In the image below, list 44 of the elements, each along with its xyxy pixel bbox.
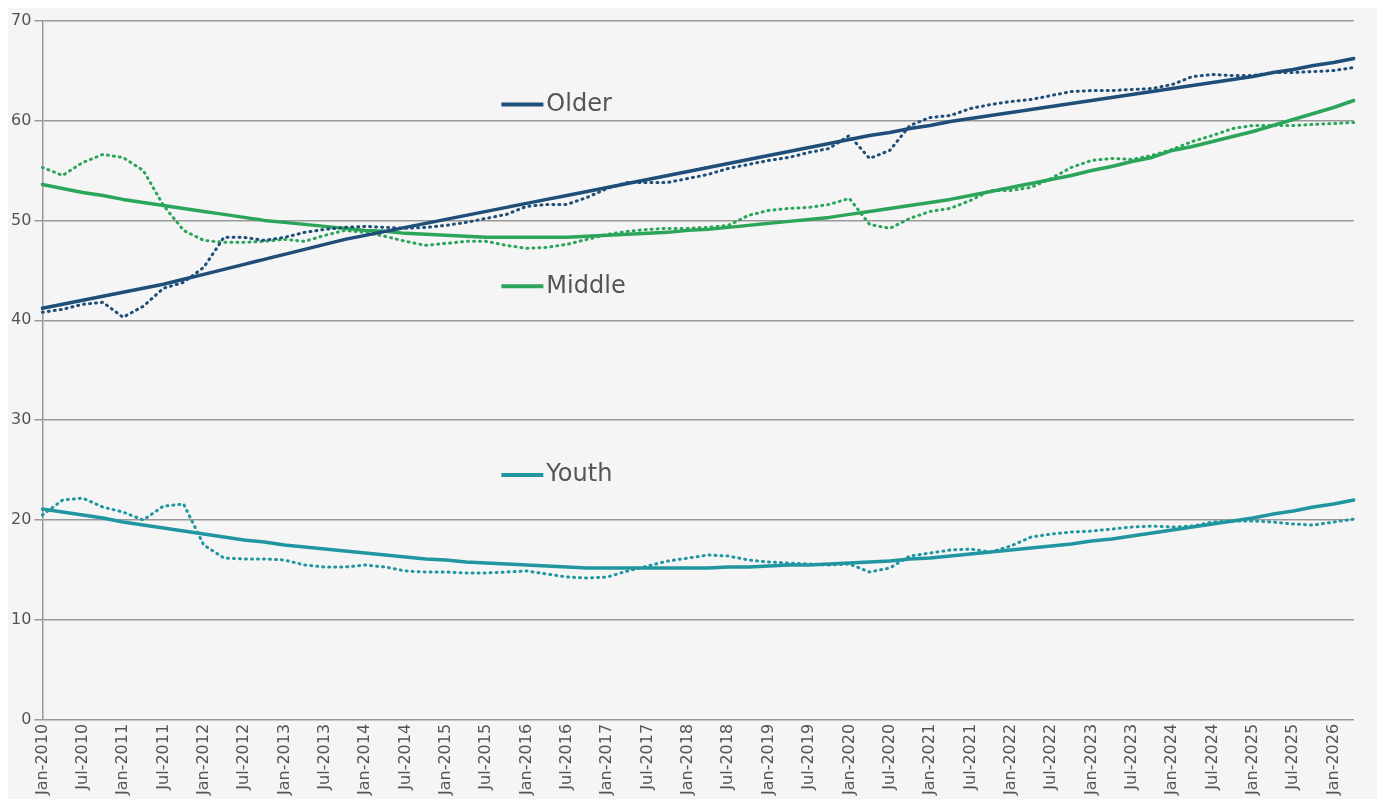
x-tick-label: Jan-2011 <box>112 723 132 796</box>
x-tick-label: Jul-2020 <box>878 723 898 791</box>
x-tick-label: Jul-2024 <box>1201 723 1221 791</box>
x-tick-label: Jul-2016 <box>556 723 576 791</box>
x-tick-label: Jan-2020 <box>838 723 858 796</box>
x-tick-label: Jan-2014 <box>354 723 374 796</box>
y-tick-label: 60 <box>11 109 32 129</box>
x-tick-label: Jan-2023 <box>1080 723 1100 796</box>
y-tick-label: 40 <box>11 309 32 329</box>
x-tick-label: Jan-2025 <box>1242 723 1262 796</box>
x-tick-label: Jan-2015 <box>435 723 455 796</box>
y-tick-label: 0 <box>21 709 32 728</box>
x-tick-label: Jan-2012 <box>192 723 212 796</box>
x-tick-label: Jan-2013 <box>273 723 293 796</box>
x-tick-label: Jul-2013 <box>313 723 333 791</box>
x-tick-label: Jul-2025 <box>1282 723 1302 791</box>
x-tick-label: Jan-2022 <box>999 723 1019 796</box>
x-tick-label: Jan-2018 <box>677 723 697 796</box>
x-tick-label: Jul-2019 <box>798 723 818 791</box>
y-tick-label: 30 <box>11 409 32 429</box>
legend-label: Youth <box>545 459 613 488</box>
x-tick-label: Jan-2019 <box>757 723 777 796</box>
x-tick-label: Jul-2012 <box>233 723 253 791</box>
x-tick-label: Jan-2024 <box>1161 723 1181 796</box>
x-tick-label: Jan-2017 <box>596 723 616 796</box>
x-tick-label: Jul-2015 <box>475 723 495 791</box>
x-tick-label: Jul-2021 <box>959 723 979 791</box>
x-tick-label: Jul-2022 <box>1040 723 1060 791</box>
x-tick-label: Jan-2010 <box>31 723 51 796</box>
x-tick-label: Jan-2021 <box>919 723 939 796</box>
y-tick-label: 10 <box>11 609 32 629</box>
x-tick-label: Jul-2017 <box>636 723 656 791</box>
x-tick-label: Jul-2014 <box>394 723 414 791</box>
x-tick-label: Jan-2016 <box>515 723 535 796</box>
x-tick-label: Jul-2011 <box>152 723 172 791</box>
legend-label: Middle <box>546 270 626 299</box>
x-tick-label: Jan-2026 <box>1322 723 1342 796</box>
y-tick-label: 70 <box>11 9 32 29</box>
x-tick-label: Jul-2018 <box>717 723 737 791</box>
legend-label: Older <box>546 88 612 117</box>
y-tick-label: 50 <box>11 209 32 229</box>
x-tick-label: Jul-2010 <box>71 723 91 791</box>
y-tick-label: 20 <box>11 509 32 529</box>
x-tick-label: Jul-2023 <box>1121 723 1141 791</box>
